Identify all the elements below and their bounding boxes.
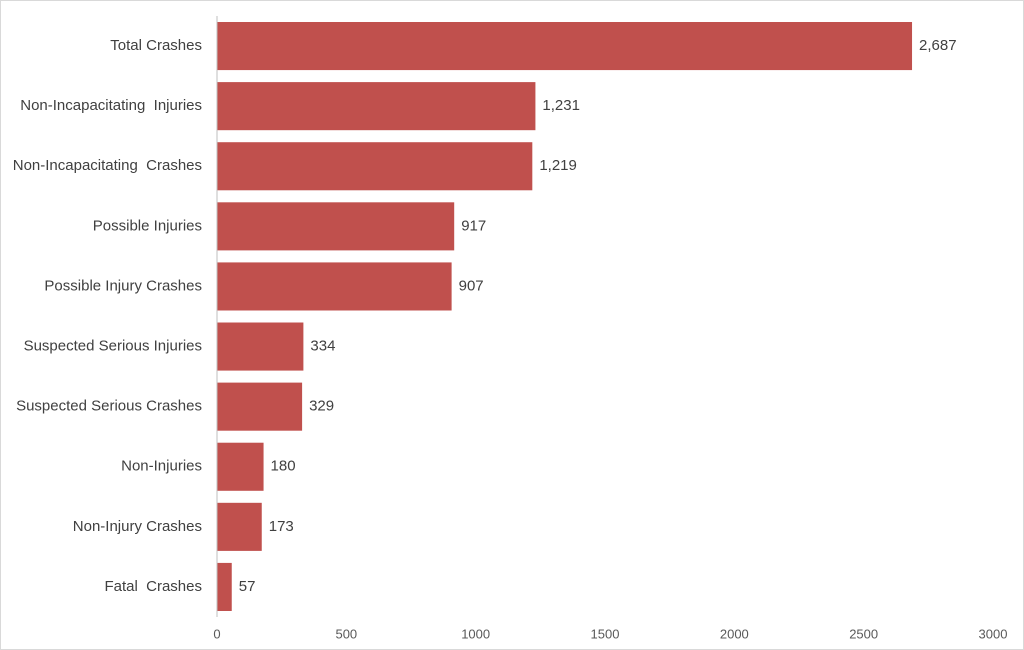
bar-suspected-serious-crashes — [217, 382, 303, 431]
value-label-non-incapacitating-injuries: 1,231 — [542, 97, 580, 114]
bar-non-incapacitating-crashes — [217, 142, 533, 191]
value-label-non-injury-crashes: 173 — [269, 518, 294, 535]
bar-total-crashes — [217, 22, 913, 71]
value-label-suspected-serious-injuries: 334 — [310, 338, 335, 355]
category-labels-group: Total Crashes Non-Incapacitating Injuries… — [13, 37, 202, 595]
x-tick-label-0: 0 — [213, 626, 220, 641]
bar-possible-injury-crashes — [217, 262, 452, 311]
x-tick-labels-group: 0 500 1000 1500 2000 2500 3000 — [213, 626, 1007, 641]
value-label-suspected-serious-crashes: 329 — [309, 398, 334, 415]
category-label-fatal-crashes: Fatal Crashes — [104, 578, 202, 595]
category-label-total-crashes: Total Crashes — [110, 37, 202, 54]
category-label-suspected-serious-crashes: Suspected Serious Crashes — [16, 398, 202, 415]
category-label-possible-injury-crashes: Possible Injury Crashes — [44, 277, 202, 294]
category-label-non-incapacitating-crashes: Non-Incapacitating Crashes — [13, 157, 202, 174]
category-label-non-incapacitating-injuries: Non-Incapacitating Injuries — [20, 97, 202, 114]
bars-group — [217, 22, 913, 611]
value-label-fatal-crashes: 57 — [239, 578, 256, 595]
bar-non-injuries — [217, 442, 264, 491]
value-label-non-incapacitating-crashes: 1,219 — [539, 157, 577, 174]
x-tick-label-2500: 2500 — [849, 626, 878, 641]
bar-fatal-crashes — [217, 562, 232, 611]
bar-non-incapacitating-injuries — [217, 82, 536, 131]
value-labels-group: 2,687 1,231 1,219 917 907 334 329 180 173 57 — [239, 37, 957, 595]
x-tick-label-3000: 3000 — [979, 626, 1008, 641]
category-label-non-injury-crashes: Non-Injury Crashes — [73, 518, 202, 535]
x-tick-label-500: 500 — [335, 626, 357, 641]
category-label-non-injuries: Non-Injuries — [121, 458, 202, 475]
category-label-suspected-serious-injuries: Suspected Serious Injuries — [24, 338, 202, 355]
value-label-total-crashes: 2,687 — [919, 37, 957, 54]
x-tick-label-1500: 1500 — [591, 626, 620, 641]
value-label-possible-injury-crashes: 907 — [459, 277, 484, 294]
x-tick-label-1000: 1000 — [461, 626, 490, 641]
value-label-non-injuries: 180 — [271, 458, 296, 475]
bar-suspected-serious-injuries — [217, 322, 304, 371]
bar-possible-injuries — [217, 202, 455, 251]
x-tick-label-2000: 2000 — [720, 626, 749, 641]
category-label-possible-injuries: Possible Injuries — [93, 217, 202, 234]
bar-non-injury-crashes — [217, 502, 262, 551]
value-label-possible-injuries: 917 — [461, 217, 486, 234]
